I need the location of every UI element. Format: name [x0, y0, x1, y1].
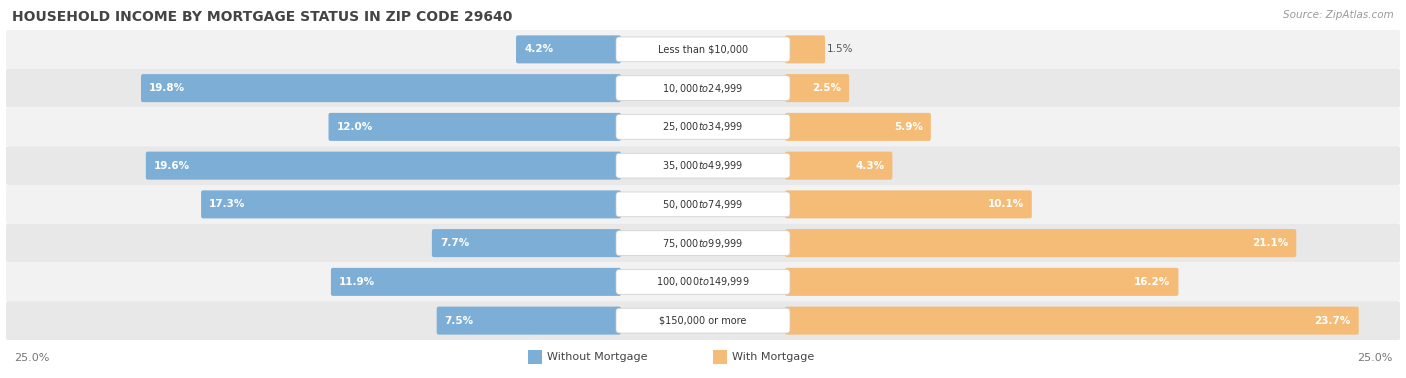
- FancyBboxPatch shape: [516, 36, 621, 64]
- Text: $75,000 to $99,999: $75,000 to $99,999: [662, 237, 744, 249]
- FancyBboxPatch shape: [785, 229, 1296, 257]
- Text: 7.5%: 7.5%: [444, 316, 474, 325]
- Text: 23.7%: 23.7%: [1315, 316, 1351, 325]
- FancyBboxPatch shape: [330, 268, 621, 296]
- FancyBboxPatch shape: [785, 113, 931, 141]
- Text: $100,000 to $149,999: $100,000 to $149,999: [657, 276, 749, 288]
- FancyBboxPatch shape: [6, 107, 1400, 146]
- Text: 19.8%: 19.8%: [149, 83, 186, 93]
- Text: 4.2%: 4.2%: [524, 44, 553, 54]
- FancyBboxPatch shape: [616, 308, 790, 333]
- FancyBboxPatch shape: [6, 224, 1400, 262]
- Text: $35,000 to $49,999: $35,000 to $49,999: [662, 159, 744, 172]
- Text: $25,000 to $34,999: $25,000 to $34,999: [662, 120, 744, 133]
- FancyBboxPatch shape: [785, 307, 1358, 335]
- Text: 10.1%: 10.1%: [987, 199, 1024, 209]
- Text: 1.5%: 1.5%: [827, 44, 853, 54]
- Text: Source: ZipAtlas.com: Source: ZipAtlas.com: [1284, 10, 1393, 20]
- FancyBboxPatch shape: [616, 231, 790, 256]
- Text: Less than $10,000: Less than $10,000: [658, 44, 748, 54]
- Text: 19.6%: 19.6%: [153, 161, 190, 170]
- FancyBboxPatch shape: [6, 146, 1400, 185]
- FancyBboxPatch shape: [713, 350, 727, 364]
- FancyBboxPatch shape: [616, 192, 790, 217]
- FancyBboxPatch shape: [6, 262, 1400, 301]
- FancyBboxPatch shape: [616, 270, 790, 294]
- Text: 5.9%: 5.9%: [894, 122, 922, 132]
- Text: 25.0%: 25.0%: [14, 353, 49, 363]
- FancyBboxPatch shape: [785, 152, 893, 180]
- FancyBboxPatch shape: [6, 30, 1400, 69]
- FancyBboxPatch shape: [785, 74, 849, 102]
- Text: Without Mortgage: Without Mortgage: [547, 352, 648, 362]
- Text: 11.9%: 11.9%: [339, 277, 375, 287]
- FancyBboxPatch shape: [201, 191, 621, 218]
- FancyBboxPatch shape: [329, 113, 621, 141]
- FancyBboxPatch shape: [616, 115, 790, 139]
- Text: 4.3%: 4.3%: [855, 161, 884, 170]
- FancyBboxPatch shape: [432, 229, 621, 257]
- FancyBboxPatch shape: [6, 185, 1400, 224]
- FancyBboxPatch shape: [785, 36, 825, 64]
- Text: 17.3%: 17.3%: [209, 199, 246, 209]
- Text: 2.5%: 2.5%: [813, 83, 841, 93]
- FancyBboxPatch shape: [616, 37, 790, 62]
- FancyBboxPatch shape: [437, 307, 621, 335]
- Text: 25.0%: 25.0%: [1357, 353, 1392, 363]
- Text: 7.7%: 7.7%: [440, 238, 470, 248]
- FancyBboxPatch shape: [616, 153, 790, 178]
- FancyBboxPatch shape: [6, 69, 1400, 107]
- Text: HOUSEHOLD INCOME BY MORTGAGE STATUS IN ZIP CODE 29640: HOUSEHOLD INCOME BY MORTGAGE STATUS IN Z…: [13, 10, 512, 24]
- Text: 21.1%: 21.1%: [1251, 238, 1288, 248]
- Text: With Mortgage: With Mortgage: [733, 352, 814, 362]
- FancyBboxPatch shape: [6, 301, 1400, 340]
- FancyBboxPatch shape: [616, 76, 790, 101]
- FancyBboxPatch shape: [529, 350, 541, 364]
- FancyBboxPatch shape: [146, 152, 621, 180]
- FancyBboxPatch shape: [785, 191, 1032, 218]
- FancyBboxPatch shape: [785, 268, 1178, 296]
- FancyBboxPatch shape: [141, 74, 621, 102]
- Text: $10,000 to $24,999: $10,000 to $24,999: [662, 82, 744, 94]
- Text: $150,000 or more: $150,000 or more: [659, 316, 747, 325]
- Text: 12.0%: 12.0%: [336, 122, 373, 132]
- Text: 16.2%: 16.2%: [1135, 277, 1170, 287]
- Text: $50,000 to $74,999: $50,000 to $74,999: [662, 198, 744, 211]
